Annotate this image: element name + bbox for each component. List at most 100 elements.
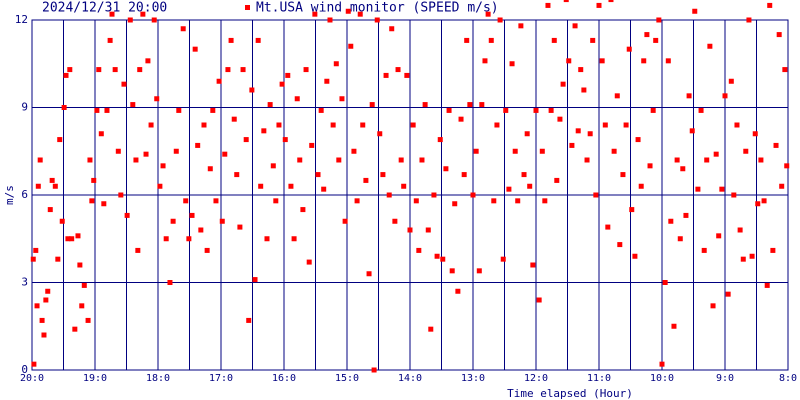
point [590, 37, 596, 43]
point [560, 81, 566, 87]
point [623, 122, 629, 128]
point [536, 297, 542, 303]
point [380, 172, 386, 178]
point [500, 256, 506, 262]
point [255, 37, 261, 43]
point [137, 67, 143, 73]
x-tick-label: 15:0 [335, 373, 359, 384]
point [237, 224, 243, 230]
point [665, 58, 671, 64]
legend-marker [245, 5, 250, 10]
point [285, 72, 291, 78]
point [234, 172, 240, 178]
point [422, 102, 428, 108]
point [330, 122, 336, 128]
x-tick-label: 17:0 [209, 373, 233, 384]
point [689, 128, 695, 134]
point [413, 198, 419, 204]
point [398, 157, 404, 163]
point [737, 227, 743, 233]
point [533, 107, 539, 113]
point [554, 177, 560, 183]
point [755, 201, 761, 207]
point [683, 212, 689, 218]
point [596, 2, 602, 8]
point [425, 227, 431, 233]
point [434, 253, 440, 259]
point [551, 37, 557, 43]
point [279, 81, 285, 87]
point [115, 148, 121, 154]
point [569, 142, 575, 148]
point [273, 198, 279, 204]
point [752, 131, 758, 137]
point [189, 212, 195, 218]
point [360, 122, 366, 128]
point [449, 268, 455, 274]
point [419, 157, 425, 163]
point [539, 148, 545, 154]
x-tick-label: 12:0 [524, 373, 548, 384]
point [282, 137, 288, 143]
point [581, 87, 587, 93]
point [186, 236, 192, 242]
point [710, 303, 716, 309]
point [151, 17, 157, 23]
point [357, 11, 363, 17]
point [59, 218, 65, 224]
point [127, 17, 133, 23]
point [207, 166, 213, 172]
point [437, 137, 443, 143]
point [704, 157, 710, 163]
point [85, 317, 91, 323]
x-tick-label: 14:0 [398, 373, 422, 384]
point [776, 32, 782, 38]
x-tick-label: 9:0 [716, 373, 734, 384]
point [674, 157, 680, 163]
point [407, 227, 413, 233]
point [33, 247, 39, 253]
x-tick-label: 18:0 [146, 373, 170, 384]
point [216, 78, 222, 84]
point [81, 282, 87, 288]
point [225, 67, 231, 73]
point [222, 151, 228, 157]
point [261, 128, 267, 134]
point [671, 323, 677, 329]
point [476, 268, 482, 274]
point [101, 201, 107, 207]
point [348, 43, 354, 49]
point [494, 122, 500, 128]
point [680, 166, 686, 172]
point [72, 326, 78, 332]
point [458, 116, 464, 122]
point [401, 183, 407, 189]
point [446, 107, 452, 113]
point [39, 317, 45, 323]
y-axis-label: m/s [3, 185, 16, 205]
y-tick-label: 9 [21, 101, 28, 114]
point [764, 282, 770, 288]
point [518, 23, 524, 29]
point [140, 11, 146, 17]
point [31, 361, 37, 367]
point [35, 183, 41, 189]
point [143, 151, 149, 157]
point [686, 93, 692, 99]
point [509, 61, 515, 67]
point [662, 280, 668, 285]
point [366, 271, 372, 277]
point [464, 37, 470, 43]
point [677, 236, 683, 242]
point [231, 116, 237, 122]
point [363, 177, 369, 183]
point [336, 157, 342, 163]
point [297, 157, 303, 163]
point [455, 288, 461, 294]
point [452, 201, 458, 207]
point [351, 148, 357, 154]
point [659, 361, 665, 367]
point [584, 157, 590, 163]
point [722, 93, 728, 99]
